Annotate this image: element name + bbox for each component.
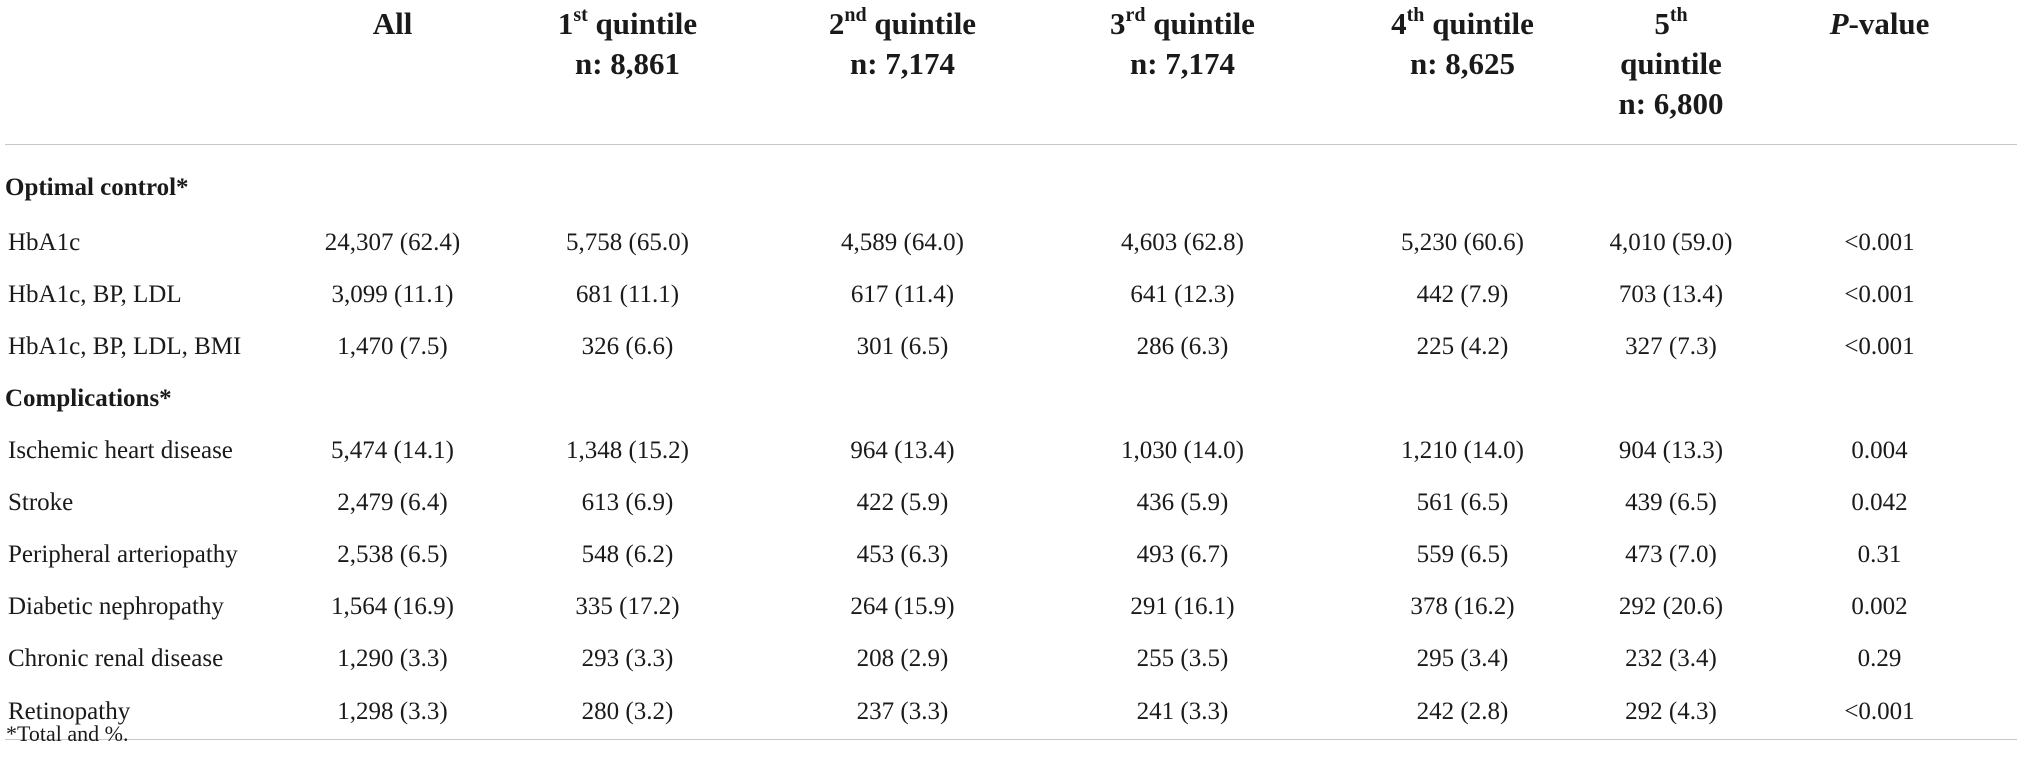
cell-q4: 378 (16.2) (1410, 593, 1515, 620)
cell-p-value: 0.31 (1857, 541, 1902, 568)
row-label: HbA1c (8, 229, 81, 256)
cell-all: 1,298 (3.3) (295, 685, 490, 740)
table-row: Peripheral arteriopathy 2,538 (6.5) 548 … (5, 529, 2017, 581)
table-footnote: *Total and %. (6, 721, 129, 746)
cell-all: 2,538 (6.5) (337, 541, 448, 568)
section-row-optimal-control: Optimal control* (5, 145, 2017, 218)
cell-p-value: <0.001 (1844, 281, 1915, 308)
table-row: Retinopathy 1,298 (3.3) 280 (3.2) 237 (3… (5, 685, 2017, 740)
row-label: Peripheral arteriopathy (8, 541, 238, 568)
header-q1: 1st quintile n: 8,861 (490, 0, 765, 145)
table-row: Ischemic heart disease 5,474 (14.1) 1,34… (5, 425, 2017, 477)
results-table: All 1st quintile n: 8,861 2nd quintile n… (5, 0, 2017, 740)
header-q2: 2nd quintile n: 7,174 (765, 0, 1040, 145)
header-q4: 4th quintile n: 8,625 (1325, 0, 1600, 145)
cell-q3: 241 (3.3) (1040, 685, 1325, 740)
header-q5: 5th quintile n: 6,800 (1600, 0, 1742, 145)
cell-q5: 904 (13.3) (1618, 437, 1724, 464)
cell-q5: 292 (20.6) (1618, 593, 1724, 620)
cell-all: 1,290 (3.3) (337, 645, 448, 672)
cell-q3: 493 (6.7) (1136, 541, 1229, 568)
cell-q3: 286 (6.3) (1136, 333, 1229, 360)
cell-q3: 1,030 (14.0) (1121, 437, 1244, 464)
cell-q4: 442 (7.9) (1416, 281, 1509, 308)
cell-q3: 255 (3.5) (1136, 645, 1229, 672)
cell-q1: 613 (6.9) (581, 489, 674, 516)
cell-p-value: <0.001 (1844, 229, 1915, 256)
cell-p-value: <0.001 (1742, 685, 2017, 740)
cell-all: 1,470 (7.5) (337, 333, 448, 360)
row-label: HbA1c, BP, LDL, BMI (8, 333, 242, 360)
cell-q5: 703 (13.4) (1618, 281, 1724, 308)
row-label: Diabetic nephropathy (8, 593, 224, 620)
row-label: HbA1c, BP, LDL (8, 281, 182, 308)
table-body: Optimal control* HbA1c 24,307 (62.4) 5,7… (5, 145, 2017, 740)
row-label: Chronic renal disease (8, 645, 224, 672)
cell-q2: 422 (5.9) (856, 489, 949, 516)
table-row: HbA1c, BP, LDL 3,099 (11.1) 681 (11.1) 6… (5, 269, 2017, 321)
results-table-container: All 1st quintile n: 8,861 2nd quintile n… (5, 0, 2017, 740)
cell-all: 24,307 (62.4) (324, 229, 461, 256)
cell-q5: 473 (7.0) (1625, 541, 1717, 568)
cell-p-value: 0.29 (1857, 645, 1902, 672)
cell-q1: 5,758 (65.0) (566, 229, 689, 256)
cell-q5: 439 (6.5) (1625, 489, 1717, 516)
section-title: Optimal control* (5, 174, 189, 201)
cell-q2: 237 (3.3) (765, 685, 1040, 740)
cell-q1: 548 (6.2) (581, 541, 674, 568)
cell-q1: 335 (17.2) (575, 593, 680, 620)
cell-q4: 1,210 (14.0) (1401, 437, 1524, 464)
cell-p-value: <0.001 (1844, 333, 1915, 360)
cell-q3: 4,603 (62.8) (1121, 229, 1244, 256)
cell-p-value: 0.042 (1851, 489, 1908, 516)
cell-q4: 225 (4.2) (1416, 333, 1509, 360)
cell-q5: 327 (7.3) (1625, 333, 1717, 360)
cell-q3: 641 (12.3) (1130, 281, 1235, 308)
cell-q5: 292 (4.3) (1600, 685, 1742, 740)
header-p-value: P-value (1742, 0, 2017, 145)
cell-q1: 1,348 (15.2) (566, 437, 689, 464)
cell-q1: 280 (3.2) (490, 685, 765, 740)
cell-all: 5,474 (14.1) (331, 437, 454, 464)
header-q3: 3rd quintile n: 7,174 (1040, 0, 1325, 145)
table-row: HbA1c, BP, LDL, BMI 1,470 (7.5) 326 (6.6… (5, 321, 2017, 373)
row-label: Stroke (8, 489, 74, 516)
cell-all: 1,564 (16.9) (331, 593, 454, 620)
cell-q1: 293 (3.3) (581, 645, 674, 672)
row-label: Retinopathy (5, 685, 295, 740)
header-all: All (295, 0, 490, 145)
header-row: All 1st quintile n: 8,861 2nd quintile n… (5, 0, 2017, 145)
cell-q4: 559 (6.5) (1416, 541, 1509, 568)
section-title: Complications* (5, 385, 172, 412)
cell-q4: 5,230 (60.6) (1401, 229, 1524, 256)
cell-q4: 561 (6.5) (1416, 489, 1509, 516)
cell-p-value: 0.002 (1851, 593, 1908, 620)
cell-q3: 291 (16.1) (1130, 593, 1235, 620)
cell-q2: 617 (11.4) (850, 281, 955, 308)
cell-q3: 436 (5.9) (1136, 489, 1229, 516)
cell-q2: 453 (6.3) (856, 541, 949, 568)
cell-q4: 242 (2.8) (1325, 685, 1600, 740)
table-header: All 1st quintile n: 8,861 2nd quintile n… (5, 0, 2017, 145)
row-label: Ischemic heart disease (8, 437, 233, 464)
cell-q2: 264 (15.9) (850, 593, 955, 620)
cell-q2: 301 (6.5) (856, 333, 949, 360)
cell-all: 2,479 (6.4) (337, 489, 448, 516)
table-row: Diabetic nephropathy 1,564 (16.9) 335 (1… (5, 581, 2017, 633)
cell-q5: 232 (3.4) (1625, 645, 1717, 672)
table-row: Chronic renal disease 1,290 (3.3) 293 (3… (5, 633, 2017, 685)
cell-q1: 326 (6.6) (581, 333, 674, 360)
cell-q5: 4,010 (59.0) (1609, 229, 1733, 256)
table-row: Stroke 2,479 (6.4) 613 (6.9) 422 (5.9) 4… (5, 477, 2017, 529)
cell-q2: 964 (13.4) (850, 437, 955, 464)
cell-q2: 4,589 (64.0) (841, 229, 964, 256)
section-row-complications: Complications* (5, 373, 2017, 425)
cell-all: 3,099 (11.1) (331, 281, 454, 308)
header-label-blank (5, 0, 295, 145)
cell-q4: 295 (3.4) (1416, 645, 1509, 672)
cell-q2: 208 (2.9) (856, 645, 949, 672)
table-row: HbA1c 24,307 (62.4) 5,758 (65.0) 4,589 (… (5, 217, 2017, 269)
cell-p-value: 0.004 (1851, 437, 1908, 464)
cell-q1: 681 (11.1) (575, 281, 680, 308)
